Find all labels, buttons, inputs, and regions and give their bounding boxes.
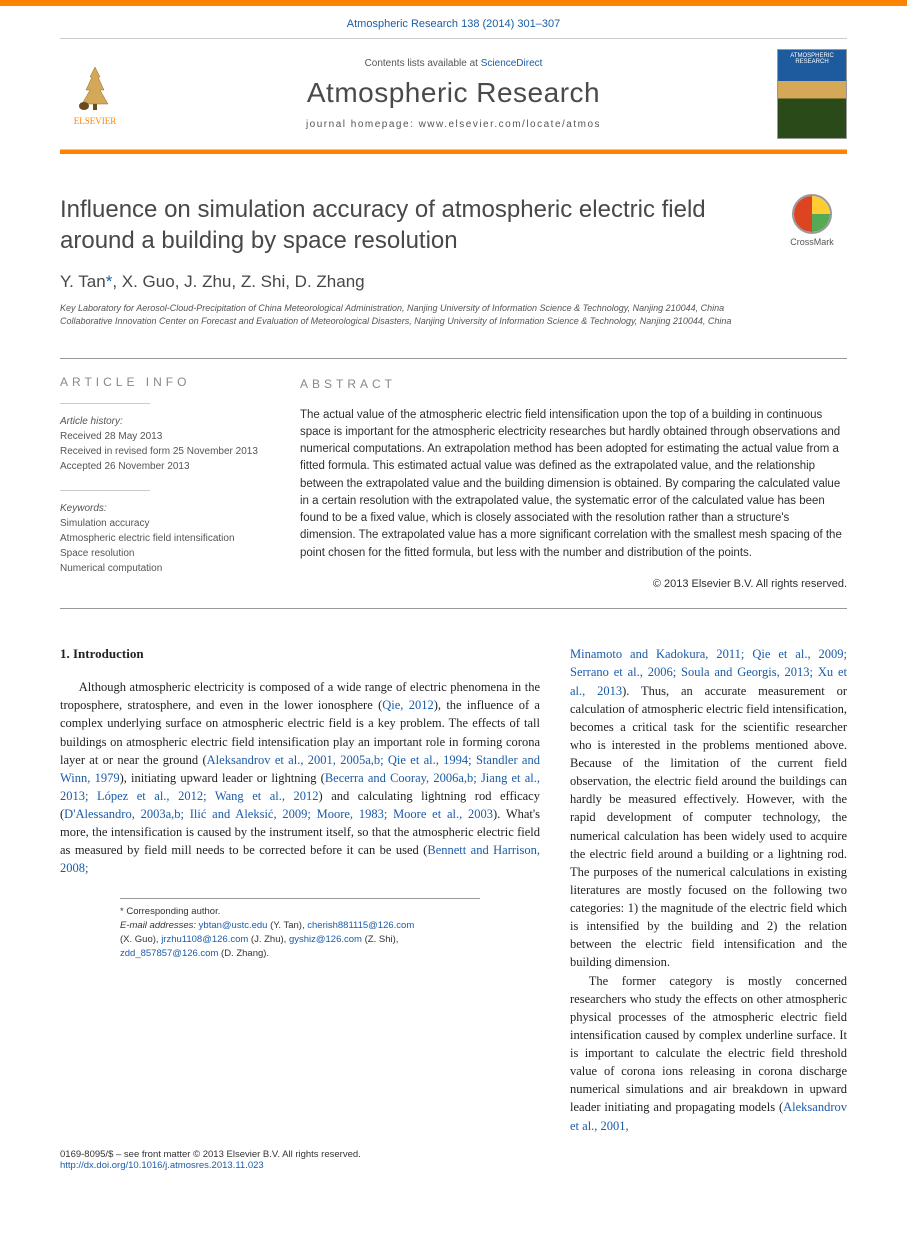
article-header: CrossMark Influence on simulation accura… (60, 194, 847, 328)
contents-available-line: Contents lists available at ScienceDirec… (130, 58, 777, 69)
journal-header: ELSEVIER Contents lists available at Sci… (60, 38, 847, 150)
affiliations: Key Laboratory for Aerosol-Cloud-Precipi… (60, 302, 847, 327)
journal-reference: Atmospheric Research 138 (2014) 301–307 (0, 6, 907, 38)
abstract-copyright: © 2013 Elsevier B.V. All rights reserved… (300, 576, 847, 593)
paragraph-1-cont: Minamoto and Kadokura, 2011; Qie et al.,… (570, 645, 847, 971)
header-center: Contents lists available at ScienceDirec… (130, 58, 777, 130)
orange-divider (60, 150, 847, 154)
homepage-url[interactable]: www.elsevier.com/locate/atmos (419, 119, 601, 130)
keywords-block: Keywords: Simulation accuracy Atmospheri… (60, 501, 260, 576)
elsevier-tree-icon (70, 62, 120, 112)
bottom-publication-line: 0169-8095/$ – see front matter © 2013 El… (60, 1149, 847, 1171)
article-history: Article history: Received 28 May 2013 Re… (60, 414, 260, 474)
right-column: Minamoto and Kadokura, 2011; Qie et al.,… (570, 645, 847, 1134)
article-info-heading: ARTICLE INFO (60, 375, 260, 389)
journal-homepage-line: journal homepage: www.elsevier.com/locat… (130, 119, 777, 130)
corresponding-author-footer: * Corresponding author. E-mail addresses… (120, 898, 480, 962)
paragraph-2: The former category is mostly concerned … (570, 972, 847, 1135)
section-heading: 1. Introduction (60, 645, 540, 664)
publisher-name: ELSEVIER (60, 116, 130, 126)
doi-link[interactable]: http://dx.doi.org/10.1016/j.atmosres.201… (60, 1160, 264, 1171)
citation[interactable]: D'Alessandro, 2003a,b; Ilić and Aleksić,… (64, 807, 493, 821)
abstract-text: The actual value of the atmospheric elec… (300, 407, 847, 562)
article-title: Influence on simulation accuracy of atmo… (60, 194, 710, 256)
journal-cover-thumbnail[interactable]: ATMOSPHERIC RESEARCH (777, 49, 847, 139)
paragraph-1: Although atmospheric electricity is comp… (60, 678, 540, 877)
email-link[interactable]: cherish881115@126.com (307, 920, 414, 931)
affiliation-2: Collaborative Innovation Center on Forec… (60, 315, 847, 328)
email-link[interactable]: gyshiz@126.com (289, 934, 362, 945)
abstract-column: ABSTRACT The actual value of the atmosph… (280, 359, 847, 609)
sciencedirect-link[interactable]: ScienceDirect (481, 58, 543, 69)
email-link[interactable]: jrzhu1108@126.com (161, 934, 248, 945)
journal-title: Atmospheric Research (130, 77, 777, 109)
elsevier-logo[interactable]: ELSEVIER (60, 62, 130, 126)
email-link[interactable]: ybtan@ustc.edu (199, 920, 268, 931)
email-link[interactable]: zdd_857857@126.com (120, 948, 218, 959)
affiliation-1: Key Laboratory for Aerosol-Cloud-Precipi… (60, 302, 847, 315)
body-text: 1. Introduction Although atmospheric ele… (60, 645, 847, 1134)
info-abstract-box: ARTICLE INFO Article history: Received 2… (60, 358, 847, 610)
authors-line: Y. Tan*, X. Guo, J. Zhu, Z. Shi, D. Zhan… (60, 272, 847, 292)
abstract-heading: ABSTRACT (300, 375, 847, 393)
article-info-column: ARTICLE INFO Article history: Received 2… (60, 359, 280, 609)
crossmark-badge[interactable]: CrossMark (777, 194, 847, 247)
crossmark-icon (792, 194, 832, 234)
citation[interactable]: Qie, 2012 (382, 698, 433, 712)
left-column: 1. Introduction Although atmospheric ele… (60, 645, 540, 1134)
